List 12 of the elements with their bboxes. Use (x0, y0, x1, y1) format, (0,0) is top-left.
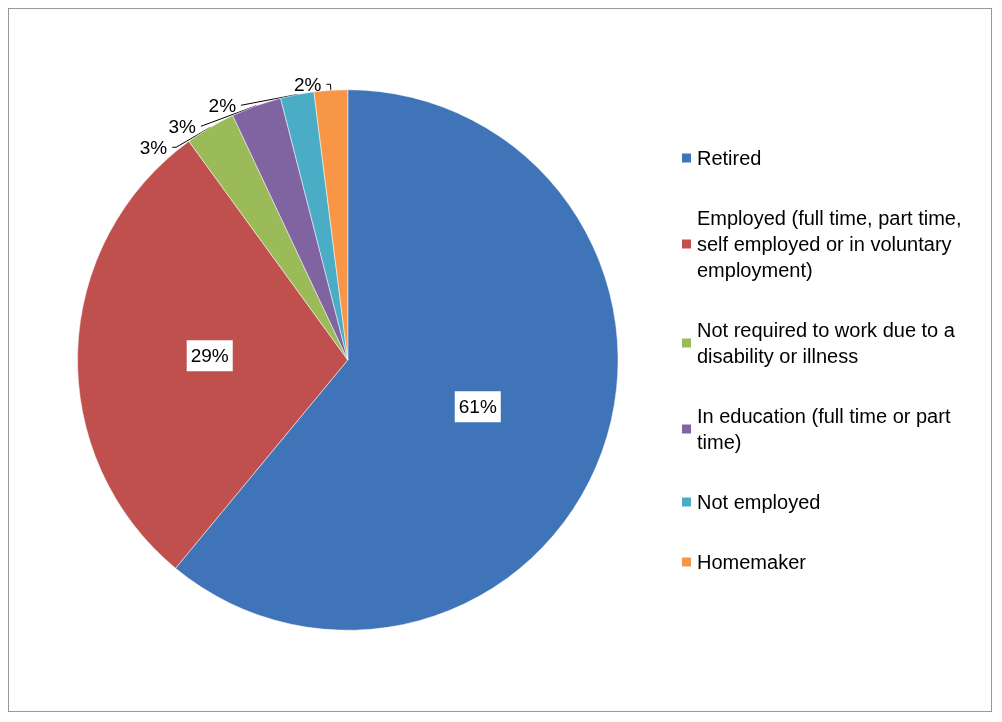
data-label: 3% (168, 115, 197, 137)
legend-label: In education (full time or part time) (697, 405, 957, 453)
data-label: 3% (139, 136, 168, 158)
legend-label: Homemaker (697, 551, 807, 573)
legend-label: Not employed (697, 491, 821, 513)
data-label: 2% (293, 73, 322, 95)
data-label: 61% (458, 396, 497, 418)
legend-label: Not required to work due to a disability or illness (697, 319, 961, 367)
data-label: 2% (208, 94, 237, 116)
data-label: 29% (190, 345, 229, 367)
legend-label: Retired (697, 147, 762, 169)
legend-label: Employed (full time, part time, self employed or in voluntary employment) (697, 207, 968, 281)
